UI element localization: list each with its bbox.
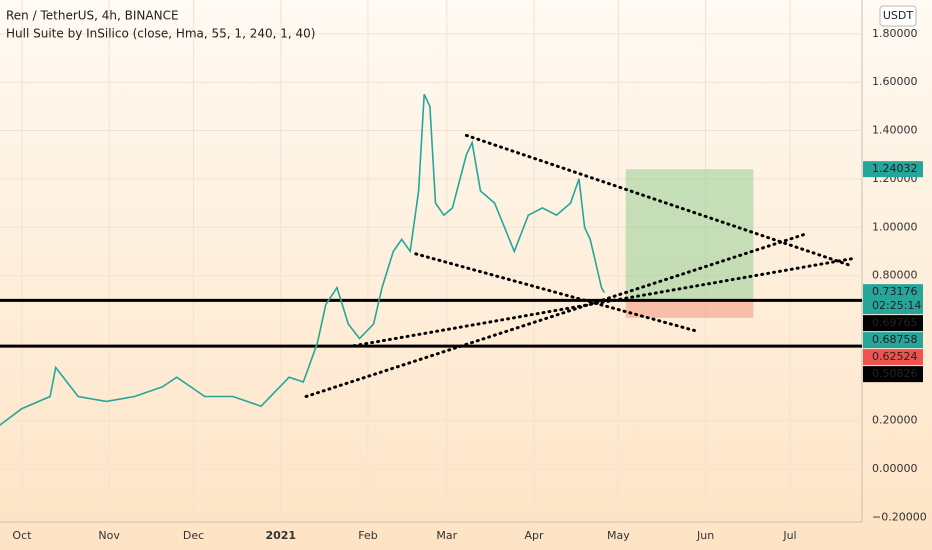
price-line	[0, 93, 605, 427]
y-tick-label: 1.40000	[872, 124, 918, 137]
price-label: 0.73176	[872, 285, 918, 298]
price-label-box	[863, 366, 923, 383]
currency-label[interactable]: USDT	[883, 9, 914, 22]
y-tick-label: 1.00000	[872, 220, 918, 233]
chart-title: Ren / TetherUS, 4h, BINANCE	[6, 9, 179, 23]
x-tick-label: Jul	[782, 529, 796, 542]
y-tick-label: 0.80000	[872, 269, 918, 282]
y-tick-label: 1.60000	[872, 75, 918, 88]
x-tick-label: Jun	[696, 529, 714, 542]
x-tick-label: Nov	[98, 529, 120, 542]
x-tick-label: Apr	[524, 529, 544, 542]
loss-zone	[625, 300, 754, 318]
y-tick-label: 0.20000	[872, 414, 918, 427]
x-tick-label: Dec	[183, 529, 204, 542]
price-label: 0.69765	[872, 316, 918, 329]
x-tick-label: Mar	[436, 529, 457, 542]
price-label: 0.62524	[872, 350, 918, 363]
price-label-box	[863, 284, 923, 315]
countdown-label: 02:25:14	[872, 299, 921, 312]
price-label-box	[863, 349, 923, 366]
y-tick-label: 1.80000	[872, 27, 918, 40]
price-label: 0.68758	[872, 333, 918, 346]
profit-zone	[625, 169, 754, 301]
indicator-title: Hull Suite by InSilico (close, Hma, 55, …	[6, 27, 315, 41]
x-tick-label: Feb	[358, 529, 377, 542]
x-tick-label: May	[607, 529, 630, 542]
y-tick-label: 0.00000	[872, 462, 918, 475]
price-label-box	[863, 332, 923, 349]
x-tick-label: Oct	[12, 529, 32, 542]
price-label-box	[863, 161, 923, 178]
x-tick-label: 2021	[265, 529, 296, 542]
currency-button[interactable]	[879, 5, 917, 27]
trend-line	[464, 133, 854, 268]
y-tick-label: −0.20000	[872, 510, 927, 523]
price-label: 0.50826	[872, 367, 918, 380]
price-label-box	[863, 315, 923, 332]
trend-line	[352, 257, 854, 348]
price-label: 1.24032	[872, 162, 918, 175]
trend-line	[414, 252, 699, 333]
